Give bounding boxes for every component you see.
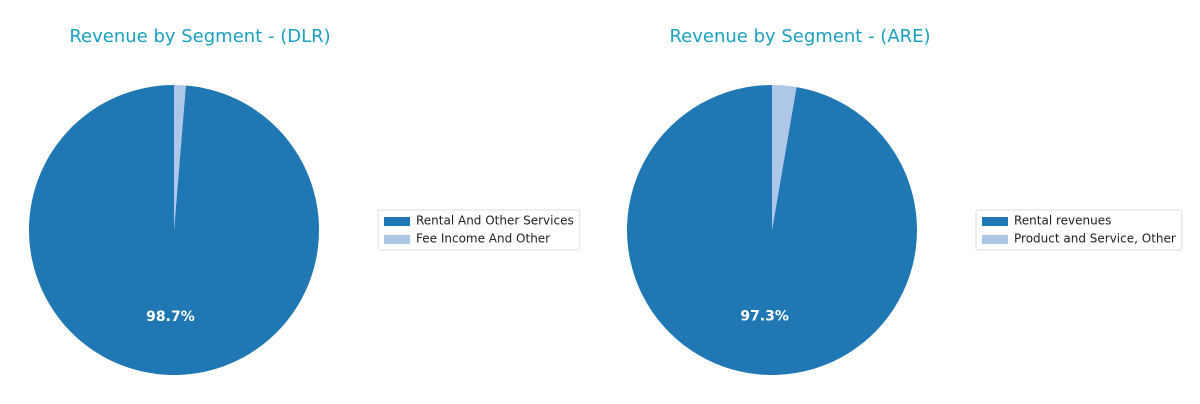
legend-label: Fee Income And Other xyxy=(416,232,550,246)
legend-swatch xyxy=(982,217,1008,226)
chart-title: Revenue by Segment - (ARE) xyxy=(669,26,930,47)
legend-swatch xyxy=(384,217,410,226)
value-label: 97.3% xyxy=(740,309,789,325)
chart-title: Revenue by Segment - (DLR) xyxy=(69,26,330,47)
legend-box xyxy=(975,209,1183,251)
legend-label: Rental revenues xyxy=(1014,214,1111,228)
legend-label: Product and Service, Other xyxy=(1014,232,1176,246)
pie-slice xyxy=(28,84,319,375)
pie-slice xyxy=(174,85,186,230)
legend-swatch xyxy=(384,235,410,244)
pie-slice xyxy=(772,85,797,230)
value-label: 98.7% xyxy=(146,309,195,325)
legend-box xyxy=(377,209,581,251)
legend-swatch xyxy=(982,235,1008,244)
legend-label: Rental And Other Services xyxy=(416,214,574,228)
